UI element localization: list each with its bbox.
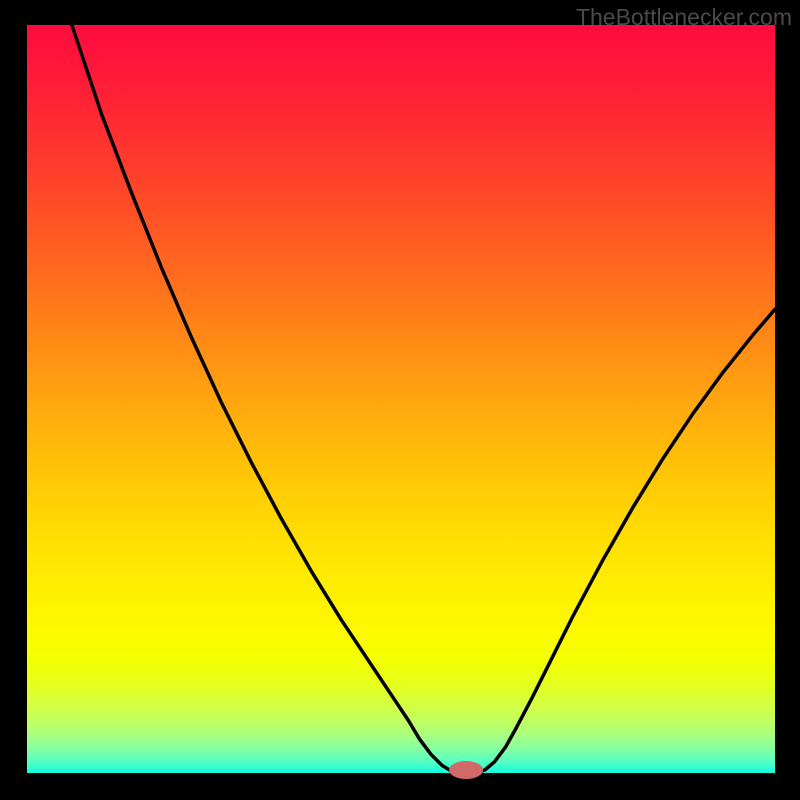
bottleneck-chart: [0, 0, 800, 800]
minimum-marker: [449, 761, 483, 779]
plot-background: [27, 25, 775, 773]
watermark-text: TheBottlenecker.com: [576, 4, 792, 31]
chart-container: { "chart": { "type": "line", "width": 80…: [0, 0, 800, 800]
